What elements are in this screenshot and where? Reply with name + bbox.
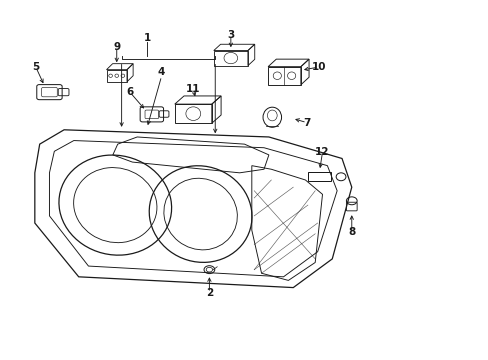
Text: 5: 5 xyxy=(32,62,40,72)
Text: 2: 2 xyxy=(205,288,213,298)
Text: 12: 12 xyxy=(315,147,329,157)
Text: 1: 1 xyxy=(143,33,150,43)
Text: 11: 11 xyxy=(185,84,200,94)
Text: 6: 6 xyxy=(126,87,133,97)
Text: 3: 3 xyxy=(227,30,234,40)
Text: 8: 8 xyxy=(347,227,355,237)
Text: 7: 7 xyxy=(303,118,310,128)
Text: 4: 4 xyxy=(158,67,165,77)
Text: 10: 10 xyxy=(311,62,325,72)
Text: 9: 9 xyxy=(113,42,120,52)
